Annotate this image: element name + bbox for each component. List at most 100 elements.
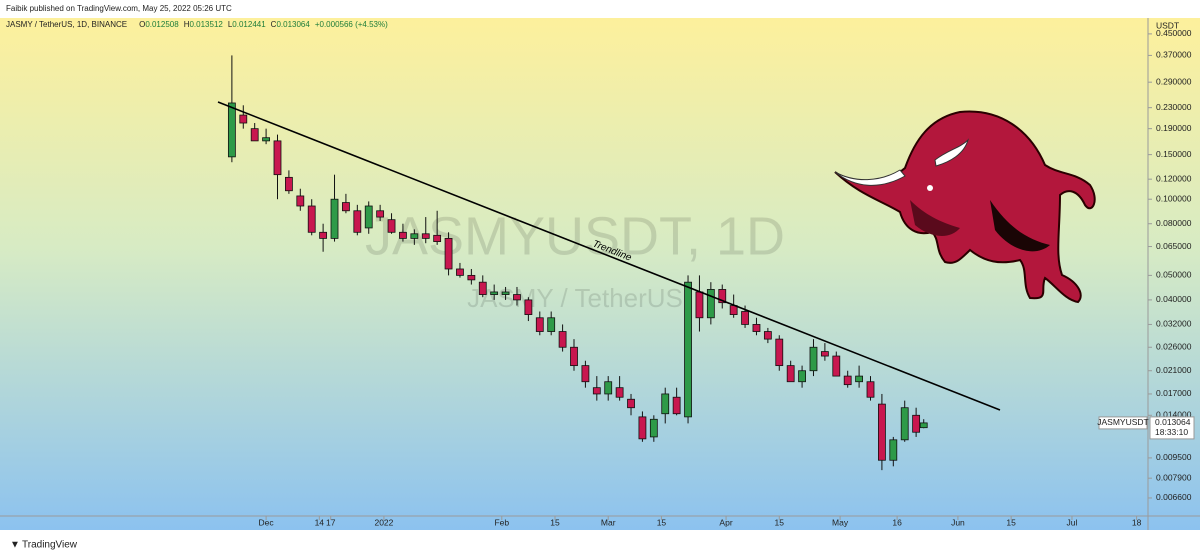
y-tick-label: 0.065000 [1156,241,1192,251]
y-tick-label: 0.120000 [1156,173,1192,183]
candle-body [672,396,681,415]
watermark-subtitle: JASMY / TetherUS [467,283,683,313]
candle-body [878,403,886,461]
candle-body [478,281,487,295]
x-tick-label: 15 [550,517,560,527]
candle-body [364,205,373,229]
x-tick-label: May [832,517,849,527]
symbol-tag: JASMYUSDT [1097,417,1148,427]
candle-body [513,294,521,301]
candle-body [627,398,635,409]
candle-body [250,128,259,142]
candle-body [524,299,533,315]
y-tick-label: 0.007900 [1156,472,1192,482]
candle-body [501,291,510,295]
candle-body [661,393,670,415]
legend-text: 0.012441 [232,20,266,29]
candle-body [866,381,875,398]
candle-body [900,407,909,441]
candle-body [262,137,270,142]
candle-body [387,219,396,233]
candle-body [444,238,453,270]
candle-body [592,387,601,395]
countdown: 18:33:10 [1155,427,1188,437]
candle-body [684,281,692,418]
candle-body [433,234,442,242]
y-tick-label: 0.032000 [1156,319,1192,329]
candle-body [307,205,316,233]
chart-background [0,18,1200,530]
legend-text: 0.013064 [276,20,310,29]
x-tick-label: Jul [1067,517,1078,527]
candle-body [285,176,293,192]
y-tick-label: 0.370000 [1156,50,1192,60]
candle-body [581,365,590,383]
brand: TradingView [22,540,78,551]
published-line: Faibik published on TradingView.com, May… [6,4,232,13]
candle-body [752,324,761,332]
candle-body [649,418,658,438]
legend-text: C [271,20,277,29]
price-tag: 0.013064 [1155,417,1191,427]
candle-body [456,268,464,276]
candle-body [775,338,784,367]
candle-body [342,202,350,212]
candle-body [547,317,556,332]
legend-text: +0.000566 (+4.53%) [315,20,388,29]
x-tick-label: 15 [657,517,667,527]
candle-body [535,317,544,332]
candle-body [763,331,772,340]
candle-body [604,381,613,395]
trendline [217,101,1001,411]
symbol-legend: JASMY / TetherUS, 1D, BINANCE O0.012508 H0… [6,20,388,29]
brand-logo: ▼ [10,540,20,551]
x-tick-label: 14 [315,517,325,527]
x-tick-label: 2022 [374,517,393,527]
candle-body [319,231,328,239]
candle-body [410,233,419,239]
x-tick-label: Jun [951,517,965,527]
x-tick-label: Feb [494,517,509,527]
candle-body [399,231,407,239]
candle-body [832,355,841,377]
candle-body [718,289,727,304]
y-tick-label: 0.040000 [1156,294,1192,304]
candle-body [421,233,430,239]
candle-body [820,351,829,357]
x-tick-label: 15 [775,517,785,527]
legend-text: JASMY / TetherUS, 1D, BINANCE [6,20,127,29]
candle-body [695,291,704,319]
x-tick-label: 18 [1132,517,1142,527]
x-tick-label: 17 [326,517,336,527]
candle-body [615,387,624,398]
y-tick-label: 0.006600 [1156,492,1192,502]
candle-body [376,210,385,218]
legend-text: L [228,20,233,29]
candle-body [809,346,818,372]
y-tick-label: 0.190000 [1156,123,1192,133]
y-tick-label: 0.021000 [1156,365,1192,375]
x-tick-label: Mar [601,517,616,527]
candle-body [843,375,852,386]
y-tick-label: 0.150000 [1156,149,1192,159]
y-tick-label: 0.100000 [1156,193,1192,203]
candle-body [912,414,921,433]
y-tick-label: 0.017000 [1156,388,1192,398]
y-tick-label: 0.450000 [1156,28,1192,38]
candle-body [296,195,305,207]
y-unit: USDT [1156,20,1179,30]
candle-body [855,375,863,383]
legend-text: H [184,20,190,29]
legend-text: 0.013512 [189,20,223,29]
legend-text: 0.012508 [145,20,179,29]
candle-body [273,140,282,176]
y-tick-label: 0.290000 [1156,76,1192,86]
bull-illustration [834,110,1096,304]
candle-body [490,291,499,295]
y-tick-label: 0.050000 [1156,270,1192,280]
x-tick-label: 15 [1006,517,1016,527]
candle-body [638,416,647,440]
y-tick-label: 0.014000 [1156,410,1192,420]
candle-body [239,114,248,124]
